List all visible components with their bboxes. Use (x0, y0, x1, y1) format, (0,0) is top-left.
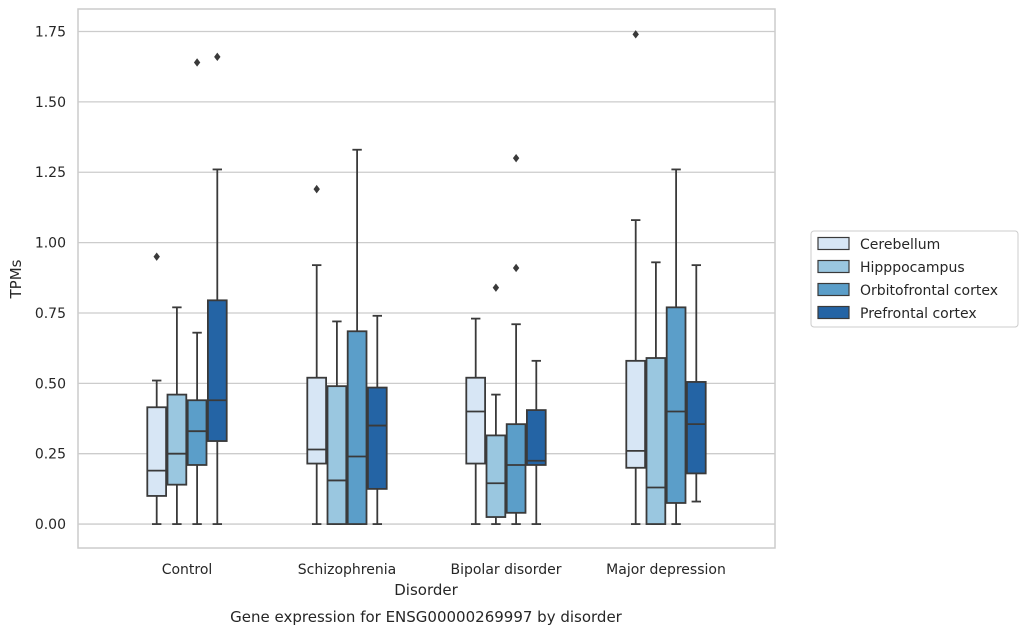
box-hipppocampus (485, 283, 507, 525)
legend-item: Prefrontal cortex (817, 305, 977, 322)
outlier-point (214, 52, 221, 62)
legend-items: Cerebellum Hipppocampus Orbitofrontal cort… (817, 236, 998, 322)
box-cerebellum (465, 317, 486, 525)
chart-caption: Gene expression for ENSG00000269997 by d… (230, 608, 623, 626)
box-body (665, 306, 687, 504)
box-orbitofrontal-cortex (346, 148, 368, 525)
y-axis-label: TPMs (7, 259, 25, 299)
x-tick-label: Major depression (606, 562, 726, 578)
y-tick-label: 1.50 (35, 95, 66, 111)
box-prefrontal-cortex (206, 52, 228, 525)
box-body (625, 359, 646, 469)
box-hipppocampus (326, 320, 348, 525)
box-body (306, 376, 327, 465)
legend-swatch (817, 236, 850, 251)
x-axis-label: Disorder (394, 581, 458, 599)
box-body (645, 357, 667, 525)
box-body (505, 423, 527, 514)
y-tick-label: 0.75 (35, 306, 66, 322)
boxes (146, 30, 707, 525)
outlier-point (492, 283, 500, 292)
box-orbitofrontal-cortex (665, 168, 687, 525)
box-body (686, 381, 707, 475)
x-tick-label: Schizophrenia (298, 562, 396, 578)
x-tick-label: Control (162, 562, 213, 578)
legend-frame (810, 230, 1019, 328)
legend-swatch (817, 282, 850, 297)
box-hipppocampus (645, 261, 667, 525)
box-body (186, 399, 208, 466)
outlier-point (313, 184, 320, 194)
outlier-point (632, 30, 639, 39)
legend-label: Prefrontal cortex (860, 306, 977, 322)
box-body (346, 330, 368, 525)
box-hipppocampus (166, 306, 188, 525)
y-tick-label: 0.25 (35, 447, 66, 463)
legend-label: Cerebellum (860, 237, 940, 253)
legend: Cerebellum Hipppocampus Orbitofrontal cort… (810, 230, 1019, 328)
y-tick-label: 1.00 (35, 236, 66, 252)
legend-label: Hipppocampus (860, 260, 965, 276)
box-body (166, 393, 188, 486)
legend-item: Hipppocampus (817, 259, 965, 276)
y-tick-labels: 0.00 0.25 0.50 0.75 1.00 1.25 1.50 1.75 (35, 25, 66, 534)
box-cerebellum (306, 184, 327, 525)
box-cerebellum (146, 252, 168, 525)
y-tick-label: 0.50 (35, 376, 66, 392)
box-cerebellum (625, 30, 646, 525)
legend-swatch (817, 305, 850, 320)
y-tick-label: 1.75 (35, 25, 66, 41)
y-tick-label: 0.00 (35, 517, 66, 533)
box-prefrontal-cortex (366, 314, 388, 525)
x-tick-label: Bipolar disorder (450, 562, 561, 578)
outlier-point (512, 153, 520, 163)
box-body (146, 406, 168, 497)
outlier-point (193, 58, 201, 67)
box-orbitofrontal-cortex (505, 153, 527, 525)
legend-item: Orbitofrontal cortex (817, 282, 998, 299)
legend-label: Orbitofrontal cortex (860, 283, 998, 299)
plot-frame (77, 8, 776, 549)
y-tick-label: 1.25 (35, 165, 66, 181)
box-body (526, 409, 547, 466)
outlier-point (512, 263, 520, 273)
legend-swatch (817, 259, 850, 274)
box-prefrontal-cortex (526, 359, 547, 525)
box-body (206, 299, 228, 442)
legend-item: Cerebellum (817, 236, 940, 253)
box-prefrontal-cortex (686, 264, 707, 503)
box-body (366, 386, 388, 490)
x-tick-labels: Control Schizophrenia Bipolar disorder Majo… (162, 562, 726, 578)
box-body (326, 385, 348, 525)
box-orbitofrontal-cortex (186, 58, 208, 525)
box-body (465, 376, 486, 465)
outlier-point (153, 252, 160, 261)
box-body (485, 434, 507, 518)
